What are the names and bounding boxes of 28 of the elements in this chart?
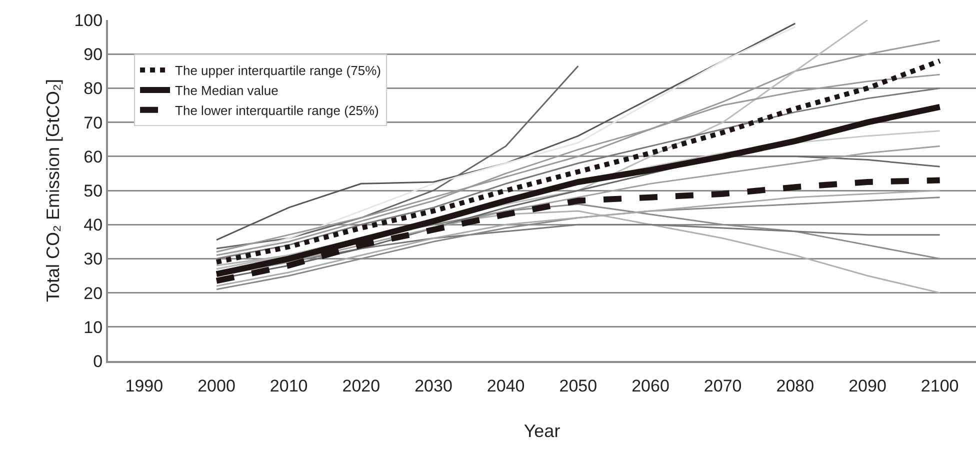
y-tick-label: 90 <box>84 45 103 64</box>
x-tick-label: 2010 <box>270 376 308 396</box>
x-tick-label: 2000 <box>198 376 236 396</box>
y-tick-label: 80 <box>84 79 103 98</box>
y-axis-title: Total CO₂ Emission [GtCO₂] <box>42 78 63 302</box>
x-axis-title: Year <box>524 421 560 441</box>
x-tick-label: 2060 <box>632 376 670 396</box>
x-tick-label: 2100 <box>920 376 959 396</box>
x-tick-label: 2050 <box>559 376 598 396</box>
y-tick-label: 100 <box>74 10 103 30</box>
y-tick-label: 70 <box>84 113 103 132</box>
x-tick-label: 2020 <box>342 376 380 396</box>
x-tick-label: 2070 <box>704 376 742 396</box>
y-tick-label: 10 <box>84 318 103 337</box>
x-tick-label: 2040 <box>486 376 525 396</box>
legend-label: The upper interquartile range (75%) <box>175 63 381 78</box>
y-tick-label: 20 <box>84 284 103 303</box>
y-tick-label: 30 <box>84 250 103 269</box>
x-tick-label: 2030 <box>414 376 452 396</box>
x-tick-label: 2080 <box>776 376 814 396</box>
y-tick-label: 50 <box>84 181 103 200</box>
legend-label: The lower interquartile range (25%) <box>175 102 379 118</box>
x-tick-label: 2090 <box>848 376 886 396</box>
legend-label: The Median value <box>175 83 278 98</box>
y-tick-label: 0 <box>93 352 103 371</box>
y-tick-label: 40 <box>84 216 103 235</box>
y-tick-label: 60 <box>84 147 103 166</box>
x-tick-label: 1990 <box>125 376 164 396</box>
